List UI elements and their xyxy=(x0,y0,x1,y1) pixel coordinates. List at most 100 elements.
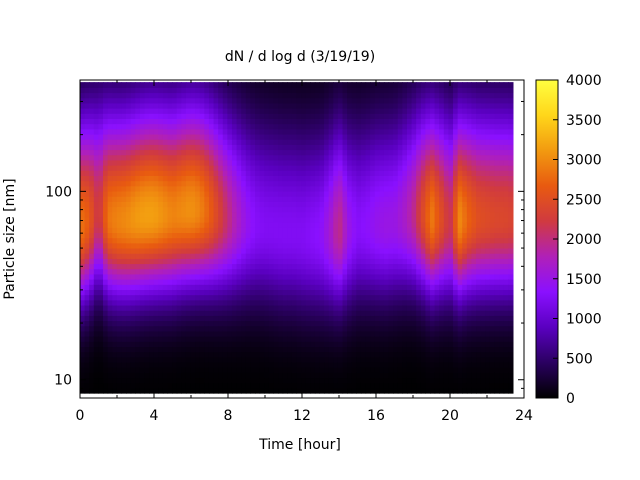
heatmap-cell xyxy=(287,216,293,223)
heatmap-cell xyxy=(213,284,219,290)
heatmap-cell xyxy=(383,196,390,202)
heatmap-cell xyxy=(278,190,284,197)
heatmap-cell xyxy=(107,289,113,296)
heatmap-cell xyxy=(167,190,173,197)
heatmap-cell xyxy=(268,144,275,151)
heatmap-cell xyxy=(89,284,95,290)
heatmap-cell xyxy=(360,222,367,228)
heatmap-cell xyxy=(172,206,178,213)
heatmap-cell xyxy=(236,185,242,192)
heatmap-cell xyxy=(434,361,440,368)
heatmap-cell xyxy=(457,133,463,140)
heatmap-cell xyxy=(153,310,159,316)
heatmap-cell xyxy=(172,258,178,265)
heatmap-cell xyxy=(425,82,431,88)
heatmap-cell xyxy=(356,159,362,166)
heatmap-cell xyxy=(406,258,413,265)
heatmap-cell xyxy=(287,227,293,233)
heatmap-cell xyxy=(126,170,132,176)
heatmap-cell xyxy=(121,273,127,280)
heatmap-cell xyxy=(448,206,454,213)
heatmap-cell xyxy=(144,273,150,280)
heatmap-cell xyxy=(347,237,353,244)
heatmap-cell xyxy=(430,123,436,130)
heatmap-cell xyxy=(393,273,399,280)
heatmap-cell xyxy=(264,336,270,342)
heatmap-cell xyxy=(393,382,399,389)
heatmap-cell xyxy=(278,377,284,384)
heatmap-cell xyxy=(282,268,288,275)
heatmap-cell xyxy=(310,227,316,233)
heatmap-cell xyxy=(397,325,403,332)
heatmap-cell xyxy=(236,206,242,213)
heatmap-cell xyxy=(420,284,426,290)
heatmap-cell xyxy=(420,242,426,249)
heatmap-cell xyxy=(241,180,247,187)
heatmap-cell xyxy=(93,310,100,316)
heatmap-cell xyxy=(98,170,104,176)
heatmap-cell xyxy=(360,351,367,358)
heatmap-cell xyxy=(245,367,251,373)
heatmap-cell xyxy=(365,180,371,187)
heatmap-cell xyxy=(448,133,454,140)
heatmap-cell xyxy=(80,185,86,192)
heatmap-cell xyxy=(264,273,270,280)
heatmap-cell xyxy=(222,299,228,306)
heatmap-cell xyxy=(406,159,413,166)
heatmap-cell xyxy=(80,247,86,254)
heatmap-cell xyxy=(213,108,219,114)
heatmap-cell xyxy=(370,227,376,233)
heatmap-cell xyxy=(213,387,219,394)
heatmap-cell xyxy=(93,92,100,99)
heatmap-cell xyxy=(291,356,298,363)
heatmap-cell xyxy=(365,92,371,99)
heatmap-cell xyxy=(222,320,228,327)
heatmap-cell xyxy=(296,382,302,389)
heatmap-cell xyxy=(153,330,159,337)
heatmap-cell xyxy=(208,139,215,145)
heatmap-cell xyxy=(222,232,228,239)
heatmap-cell xyxy=(360,294,367,301)
heatmap-cell xyxy=(416,216,422,223)
heatmap-cell xyxy=(103,382,109,389)
heatmap-cell xyxy=(291,211,298,218)
heatmap-cell xyxy=(282,97,288,104)
heatmap-cell xyxy=(80,97,86,104)
heatmap-cell xyxy=(411,128,417,135)
heatmap-cell xyxy=(135,377,141,384)
heatmap-cell xyxy=(324,165,330,171)
heatmap-cell xyxy=(301,377,307,384)
heatmap-cell xyxy=(84,273,90,280)
heatmap-cell xyxy=(181,108,187,114)
heatmap-cell xyxy=(360,242,367,249)
heatmap-cell xyxy=(411,123,417,130)
heatmap-cell xyxy=(268,196,275,202)
heatmap-cell xyxy=(342,377,348,384)
heatmap-cell xyxy=(208,82,215,88)
heatmap-cell xyxy=(278,310,284,316)
heatmap-cell xyxy=(305,165,311,171)
heatmap-cell xyxy=(126,310,132,316)
heatmap-cell xyxy=(245,387,251,394)
heatmap-cell xyxy=(453,346,459,353)
heatmap-cell xyxy=(204,284,210,290)
heatmap-cell xyxy=(448,263,454,270)
heatmap-cell xyxy=(397,310,403,316)
heatmap-cell xyxy=(328,87,334,94)
heatmap-cell xyxy=(365,118,371,125)
heatmap-cell xyxy=(250,165,256,171)
heatmap-cell xyxy=(411,325,417,332)
heatmap-cell xyxy=(213,128,219,135)
heatmap-cell xyxy=(402,341,408,347)
heatmap-cell xyxy=(144,341,150,347)
heatmap-cell xyxy=(149,113,155,119)
heatmap-cell xyxy=(347,82,353,88)
heatmap-cell xyxy=(268,247,275,254)
heatmap-cell xyxy=(282,154,288,161)
heatmap-cell xyxy=(80,367,86,373)
heatmap-cell xyxy=(158,206,164,213)
heatmap-cell xyxy=(153,377,159,384)
heatmap-cell xyxy=(337,310,344,316)
heatmap-cell xyxy=(342,97,348,104)
heatmap-cell xyxy=(268,211,275,218)
